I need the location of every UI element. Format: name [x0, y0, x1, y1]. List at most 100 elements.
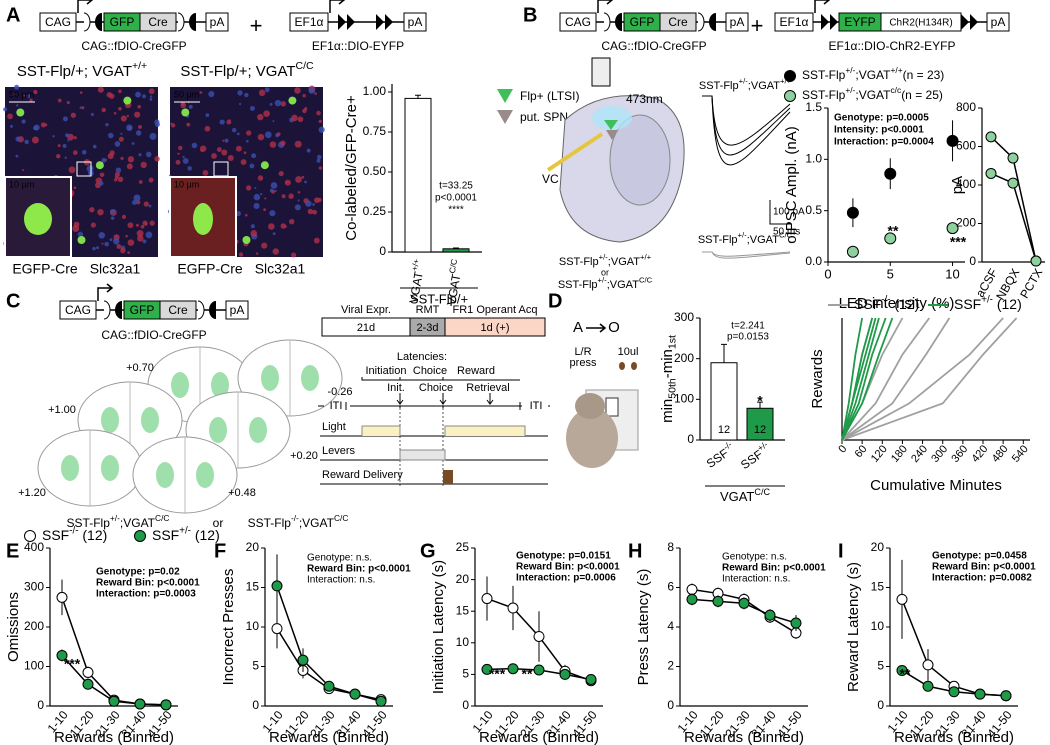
cell-signal [202, 170, 209, 176]
bar [710, 362, 738, 441]
cell-signal [199, 145, 207, 152]
y-tick-label: 20 [456, 572, 470, 586]
cell-signal [127, 222, 134, 229]
cell-signal [29, 98, 33, 102]
cell-signal [142, 220, 148, 226]
point [948, 686, 960, 698]
stain-label: EGFP-Cre [12, 261, 78, 277]
cell-signal [52, 135, 55, 138]
label: 2-3d [416, 322, 438, 334]
cell-signal [140, 224, 145, 229]
cell-signal [31, 136, 39, 144]
cell-signal [278, 170, 284, 177]
text-part: C/C [334, 513, 348, 523]
cell-signal [224, 138, 229, 143]
label: 100 pA [773, 207, 805, 218]
cell-signal [269, 102, 273, 106]
y-tick-label: 0 [687, 432, 694, 446]
text-part: -/- [881, 294, 890, 305]
construct-element [289, 12, 329, 32]
lox-site [961, 14, 978, 30]
text-part: C/C [447, 258, 459, 274]
cell-signal [253, 202, 260, 209]
legend-label: SSF-/- (12) [42, 525, 107, 543]
expression [249, 417, 267, 443]
cell-signal [199, 91, 203, 94]
cell-signal [137, 104, 142, 109]
significance: * [757, 393, 763, 409]
cell-signal [246, 130, 252, 136]
text-part: (12) [191, 527, 220, 543]
y-axis-label: Reward Latency (s) [845, 562, 862, 692]
cell-signal [288, 193, 294, 199]
cell-signal [90, 222, 96, 228]
cell-signal [257, 113, 264, 121]
label: SST-Flp+/-;VGATC/C [698, 231, 793, 246]
cell-signal [10, 124, 13, 128]
point [82, 666, 94, 678]
text-part: +/- [738, 231, 748, 240]
point [846, 206, 859, 219]
text-part: SST-Flp [698, 234, 738, 246]
point [585, 673, 597, 685]
construct-element [659, 12, 697, 32]
annotation: t=2.241 [731, 321, 765, 332]
text-part: ;VGAT [748, 80, 780, 92]
point [56, 649, 68, 661]
point [896, 593, 908, 605]
text-part: SST-Flp [67, 516, 111, 530]
cell-signal [263, 208, 267, 212]
cell-signal [216, 147, 222, 153]
curve [841, 317, 1004, 441]
cell-signal [16, 104, 19, 107]
y-tick-label: 0.25 [363, 204, 387, 218]
label: 473nm [626, 92, 663, 106]
y-tick-label: 5 [252, 659, 259, 673]
y-tick-label: 1.0 [805, 152, 822, 166]
frt-site [697, 12, 705, 32]
cell-signal [131, 200, 137, 205]
cell-signal [113, 238, 120, 245]
cell-signal [33, 89, 38, 95]
y-tick-label: 600 [956, 139, 976, 153]
text-part: (12) [890, 296, 919, 312]
error-bar [721, 343, 727, 363]
cell-signal [250, 230, 258, 237]
annotation: Genotype: p=0.02 [96, 567, 180, 578]
cell-signal [231, 127, 237, 133]
label: +0.48 [228, 487, 256, 499]
cell-signal [120, 115, 127, 122]
text-part: +/- [599, 253, 609, 262]
annotation: Reward Bin: p<0.0001 [722, 563, 826, 574]
frt-site [709, 13, 716, 31]
cell-signal [235, 210, 241, 217]
point [533, 630, 545, 642]
cell-signal [258, 89, 266, 97]
label: 10ul [618, 346, 639, 358]
cell-signal [14, 84, 20, 90]
cell-signal [21, 119, 26, 124]
point [922, 659, 934, 671]
cell-signal [148, 88, 155, 95]
cell-signal [236, 132, 240, 136]
y-tick-label: 200 [24, 619, 44, 633]
cell-signal [86, 165, 94, 173]
cell-signal [318, 119, 322, 124]
label: Initiation [366, 365, 407, 377]
cell-signal [106, 91, 113, 98]
label: +0.70 [126, 362, 154, 374]
x-tick-label: 0 [824, 266, 831, 281]
text-part: +/- [845, 85, 855, 95]
light-signal [361, 425, 526, 436]
label: put. SPN [520, 110, 568, 124]
y-tick-label: 1.5 [805, 100, 822, 114]
label: SST-Flp+/-;VGAT+/+ [699, 77, 792, 92]
promoter-arrow [77, 0, 94, 13]
cell-signal [269, 210, 276, 217]
point [507, 602, 519, 614]
cell-signal [57, 98, 62, 103]
text-part: +/+ [409, 258, 421, 272]
cell-signal [110, 216, 115, 220]
cell-signal [127, 239, 135, 246]
cell-signal [204, 125, 211, 132]
